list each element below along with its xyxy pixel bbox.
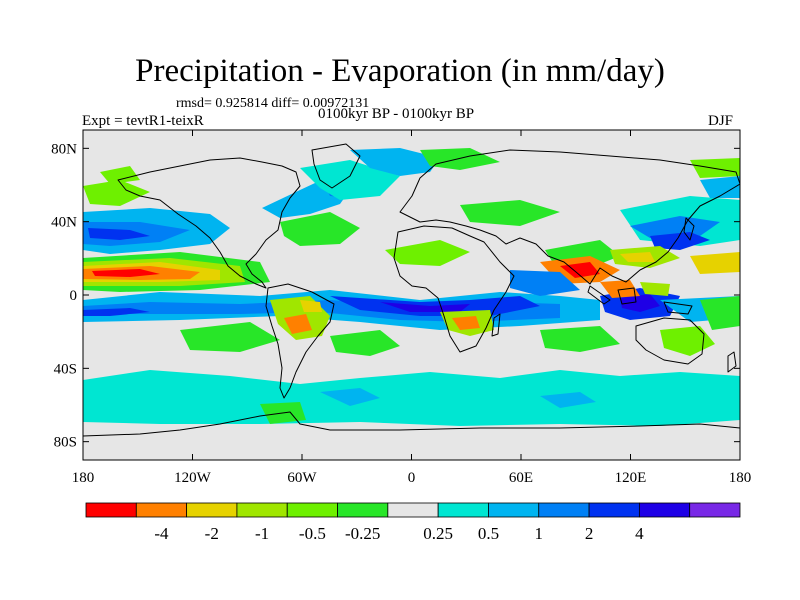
rmsd-diff-stats: rmsd= 0.925814 diff= 0.00972131: [176, 96, 370, 111]
lat-tick-label: 40S: [54, 361, 77, 377]
field-patch: [650, 232, 710, 250]
colorbar-swatch: [387, 502, 439, 518]
field-patch: [284, 314, 312, 334]
field-patch: [630, 216, 720, 238]
field-patch: [320, 388, 380, 406]
colorbar-label: -1: [255, 524, 269, 543]
coastline-new-guinea: [663, 301, 693, 315]
lon-tick-label: 0: [408, 470, 416, 486]
coastline-japan: [683, 217, 695, 241]
colorbar-label: 1: [535, 524, 544, 543]
season-label: DJF: [708, 113, 734, 129]
colorbar-label: 2: [585, 524, 594, 543]
colorbar-swatch: [337, 502, 389, 518]
colorbar-swatch: [689, 502, 741, 518]
lat-tick-label: 0: [70, 288, 78, 304]
field-patch: [380, 302, 470, 312]
field-patch: [300, 300, 322, 312]
colorbar-swatch: [236, 502, 288, 518]
coastline-borneo: [617, 287, 637, 305]
colorbar-label: -0.5: [299, 524, 326, 543]
colorbar-swatch: [588, 502, 640, 518]
field-patch: [700, 296, 740, 330]
experiment-label: Expt = tevtR1-teixR: [82, 113, 204, 129]
coastline-antarctica: [83, 411, 740, 437]
colorbar-label: 0.25: [423, 524, 453, 543]
field-patch: [640, 282, 670, 296]
field-patch: [300, 160, 400, 200]
coastline-new-zealand: [727, 351, 737, 373]
coastline-madagascar: [491, 313, 501, 337]
coastlines: [83, 143, 740, 437]
lat-tick-label: 80N: [51, 141, 77, 157]
colorbar: -4 -2 -1 -0.5 -0.25 0.25 0.5 1 2 4: [85, 502, 741, 543]
coastline-australia: [635, 317, 705, 365]
coastline-eurasia: [399, 149, 740, 285]
colorbar-label: -4: [154, 524, 169, 543]
lon-tick-label: 180: [72, 470, 95, 486]
colorbar-swatch: [538, 502, 590, 518]
map-panel: [83, 130, 740, 460]
field-patch: [620, 294, 660, 312]
lon-tick-label: 60W: [287, 470, 317, 486]
coastline-sumatra: [587, 285, 611, 305]
colorbar-label: -0.25: [345, 524, 380, 543]
field-patch: [83, 308, 150, 316]
field-patch: [560, 262, 600, 278]
field-patch: [385, 240, 470, 266]
field-patch: [280, 212, 360, 246]
colorbar-swatch: [85, 502, 137, 518]
field-patch: [660, 326, 715, 356]
field-patch: [88, 228, 150, 240]
coastline-south-america: [265, 283, 335, 399]
colorbar-label: 0.5: [478, 524, 499, 543]
field-patch: [460, 200, 560, 226]
period-label: 0100kyr BP - 0100kyr BP: [318, 106, 475, 122]
field-patch: [350, 148, 440, 176]
lon-tick-label: 120W: [174, 470, 212, 486]
lon-tick-label: 120E: [615, 470, 647, 486]
colorbar-swatch: [186, 502, 238, 518]
lon-tick-label: 180: [729, 470, 752, 486]
lat-tick-label: 40N: [51, 215, 77, 231]
latitude-axis: 80N 40N 0 40S 80S: [51, 141, 740, 451]
coastline-africa: [393, 225, 515, 353]
colorbar-swatch: [135, 502, 188, 518]
colorbar-swatch: [437, 502, 489, 518]
field-patch: [452, 316, 480, 330]
longitude-axis: 180 120W 60W 0 60E 120E 180: [72, 130, 752, 486]
coastline-greenland: [311, 143, 361, 189]
colorbar-label: 4: [635, 524, 644, 543]
lat-tick-label: 80S: [54, 435, 77, 451]
colorbar-swatch: [488, 502, 540, 518]
field-patch: [180, 322, 280, 352]
field-patch: [83, 180, 150, 206]
field-patch: [540, 326, 620, 352]
colorbar-label: -2: [205, 524, 219, 543]
field-patch: [540, 392, 596, 408]
coastline-north-america: [117, 157, 301, 289]
plot-title: Precipitation - Evaporation (in mm/day): [135, 53, 665, 89]
colorbar-swatch: [286, 502, 338, 518]
field-patch: [83, 370, 740, 426]
field-patch: [420, 148, 500, 170]
colorbar-swatch: [638, 502, 691, 518]
field-patch: [100, 166, 140, 184]
field-patch: [700, 176, 740, 198]
field-patch: [620, 252, 655, 262]
field-patch: [330, 330, 400, 356]
field-patch: [600, 280, 640, 298]
field-patch: [690, 252, 740, 274]
field-patch: [92, 269, 160, 277]
lon-tick-label: 60E: [509, 470, 533, 486]
field-patch: [510, 270, 580, 296]
precip-evap-field: [83, 148, 740, 426]
